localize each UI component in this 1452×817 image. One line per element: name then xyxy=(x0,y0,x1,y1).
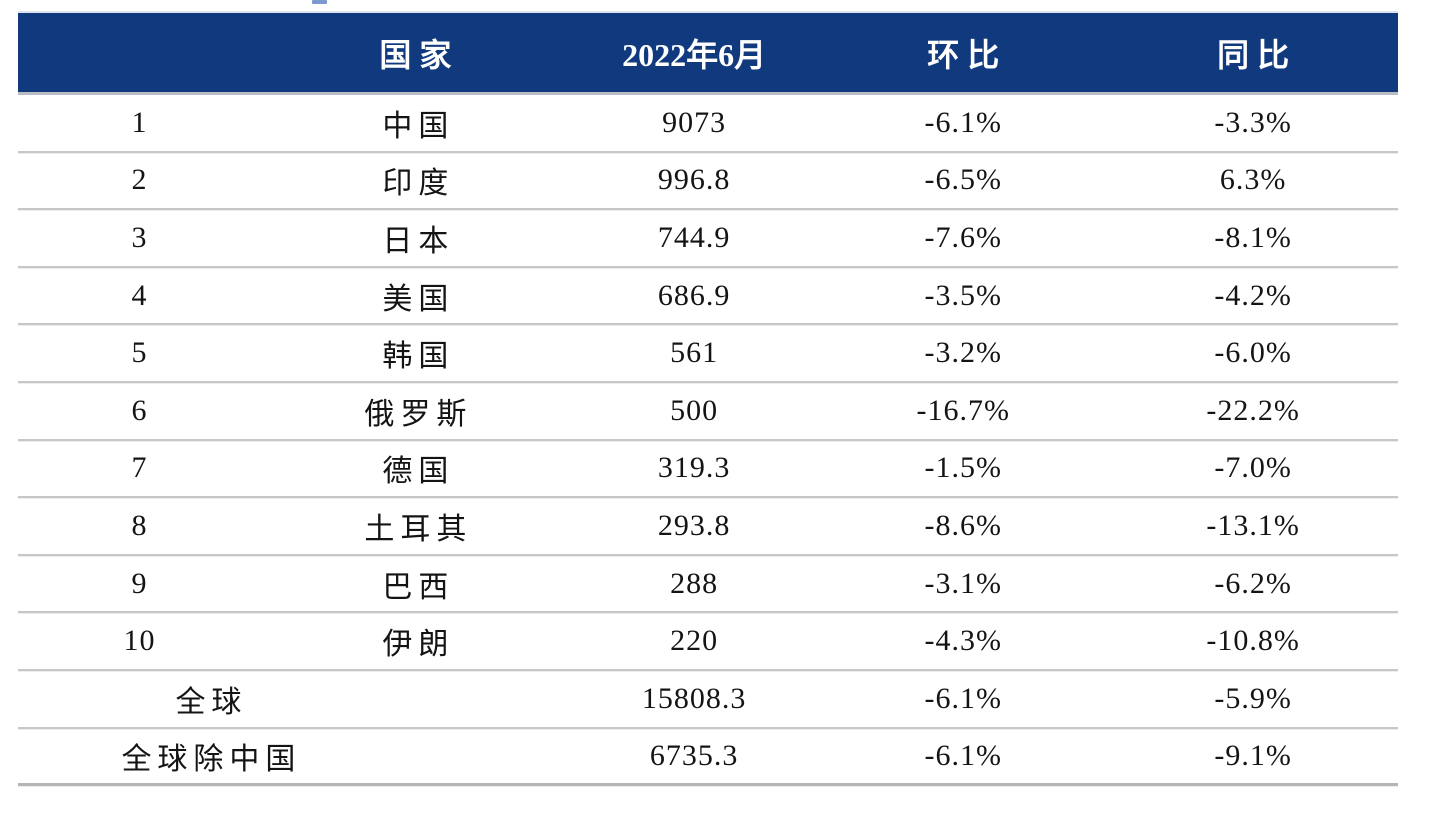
country-cell: 俄罗斯 xyxy=(364,397,473,431)
table-row-total-global-ex-china: 全球除中国 6735.3 -6.1% -9.1% xyxy=(18,729,1398,787)
mom-cell: -3.1% xyxy=(924,566,1003,600)
table-row: 1 中国 9073 -6.1% -3.3% xyxy=(18,95,1398,153)
mom-cell: -6.1% xyxy=(924,105,1003,139)
rank-cell: 3 xyxy=(131,220,148,254)
rank-cell: 10 xyxy=(123,624,156,658)
rank-cell: 5 xyxy=(131,336,148,370)
mom-cell: -16.7% xyxy=(916,393,1011,427)
rank-cell: 7 xyxy=(131,451,148,485)
yoy-cell: -10.8% xyxy=(1206,624,1300,658)
value-cell: 6735.3 xyxy=(649,738,739,772)
mom-cell: -3.5% xyxy=(924,278,1003,312)
mom-cell: -4.3% xyxy=(924,624,1003,658)
value-cell: 220 xyxy=(670,624,719,658)
rank-cell: 2 xyxy=(131,163,148,197)
value-cell: 500 xyxy=(670,393,719,427)
yoy-cell: -6.2% xyxy=(1214,566,1292,600)
mom-cell: -3.2% xyxy=(924,336,1003,370)
value-cell: 9073 xyxy=(662,105,727,139)
yoy-cell: -7.0% xyxy=(1214,451,1292,485)
yoy-cell: -5.9% xyxy=(1214,681,1292,715)
total-label-cell: 全球除中国 xyxy=(121,742,302,776)
table-row: 9 巴西 288 -3.1% -6.2% xyxy=(18,556,1398,614)
rank-cell: 8 xyxy=(131,508,148,542)
country-cell: 伊朗 xyxy=(382,628,455,662)
mom-cell: -8.6% xyxy=(924,508,1003,542)
value-cell: 15808.3 xyxy=(641,681,747,715)
rank-cell: 6 xyxy=(131,393,148,427)
country-cell: 印度 xyxy=(382,167,455,201)
header-yoy-cell: 同比 xyxy=(1217,36,1298,73)
table-row: 7 德国 319.3 -1.5% -7.0% xyxy=(18,441,1398,499)
yoy-cell: -9.1% xyxy=(1214,738,1292,772)
table-header-row: 国家 2022年6月 环比 同比 xyxy=(18,11,1398,95)
yoy-cell: -22.2% xyxy=(1206,393,1300,427)
value-cell: 293.8 xyxy=(657,508,731,542)
value-cell: 996.8 xyxy=(657,163,731,197)
rank-cell: 1 xyxy=(131,105,148,139)
total-label-cell: 全球 xyxy=(175,685,248,719)
yoy-cell: -6.0% xyxy=(1214,336,1292,370)
header-value-cell: 2022年6月 xyxy=(622,36,767,73)
table-row: 8 土耳其 293.8 -8.6% -13.1% xyxy=(18,498,1398,556)
header-mom-cell: 环比 xyxy=(927,36,1008,73)
header-country-cell: 国家 xyxy=(379,36,460,73)
mom-cell: -6.1% xyxy=(924,681,1003,715)
country-cell: 日本 xyxy=(382,224,455,258)
value-cell: 686.9 xyxy=(657,278,731,312)
country-cell: 美国 xyxy=(382,282,455,316)
value-cell: 319.3 xyxy=(657,451,731,485)
rank-cell: 9 xyxy=(131,566,148,600)
table-row: 5 韩国 561 -3.2% -6.0% xyxy=(18,325,1398,383)
rank-cell: 4 xyxy=(131,278,148,312)
mom-cell: -7.6% xyxy=(924,220,1003,254)
value-cell: 744.9 xyxy=(657,220,731,254)
country-cell: 德国 xyxy=(382,455,455,489)
country-cell: 土耳其 xyxy=(364,512,473,546)
table-row: 2 印度 996.8 -6.5% 6.3% xyxy=(18,153,1398,211)
mom-cell: -6.5% xyxy=(924,163,1003,197)
yoy-cell: -13.1% xyxy=(1206,508,1300,542)
table-row: 10 伊朗 220 -4.3% -10.8% xyxy=(18,613,1398,671)
country-cell: 中国 xyxy=(382,109,455,143)
country-cell: 巴西 xyxy=(382,570,455,604)
country-data-table: 国家 2022年6月 环比 同比 1 中国 9073 -6.1% -3.3% 2… xyxy=(18,11,1398,787)
table-row: 3 日本 744.9 -7.6% -8.1% xyxy=(18,210,1398,268)
value-cell: 288 xyxy=(670,566,719,600)
country-cell: 韩国 xyxy=(382,340,455,374)
yoy-cell: -8.1% xyxy=(1214,220,1292,254)
table-row: 6 俄罗斯 500 -16.7% -22.2% xyxy=(18,383,1398,441)
mom-cell: -6.1% xyxy=(924,738,1003,772)
mom-cell: -1.5% xyxy=(924,451,1003,485)
value-cell: 561 xyxy=(670,336,719,370)
cropped-text-fragment xyxy=(312,0,327,4)
yoy-cell: 6.3% xyxy=(1219,163,1287,197)
yoy-cell: -4.2% xyxy=(1214,278,1292,312)
yoy-cell: -3.3% xyxy=(1214,105,1292,139)
table-row: 4 美国 686.9 -3.5% -4.2% xyxy=(18,268,1398,326)
table-row-total-global: 全球 15808.3 -6.1% -5.9% xyxy=(18,671,1398,729)
